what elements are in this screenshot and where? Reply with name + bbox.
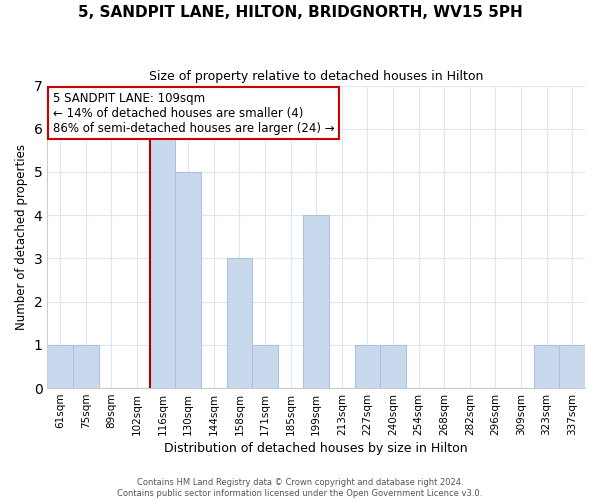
X-axis label: Distribution of detached houses by size in Hilton: Distribution of detached houses by size … [164,442,468,455]
Title: Size of property relative to detached houses in Hilton: Size of property relative to detached ho… [149,70,484,83]
Bar [252,345,278,388]
Y-axis label: Number of detached properties: Number of detached properties [15,144,28,330]
Bar [227,258,252,388]
Bar [534,345,559,388]
Bar [175,172,201,388]
Text: 5, SANDPIT LANE, HILTON, BRIDGNORTH, WV15 5PH: 5, SANDPIT LANE, HILTON, BRIDGNORTH, WV1… [77,5,523,20]
Text: Contains HM Land Registry data © Crown copyright and database right 2024.
Contai: Contains HM Land Registry data © Crown c… [118,478,482,498]
Bar [355,345,380,388]
Bar [150,129,175,388]
Bar [73,345,98,388]
Text: 5 SANDPIT LANE: 109sqm
← 14% of detached houses are smaller (4)
86% of semi-deta: 5 SANDPIT LANE: 109sqm ← 14% of detached… [53,92,334,134]
Bar [380,345,406,388]
Bar [559,345,585,388]
Bar [47,345,73,388]
Bar [304,215,329,388]
